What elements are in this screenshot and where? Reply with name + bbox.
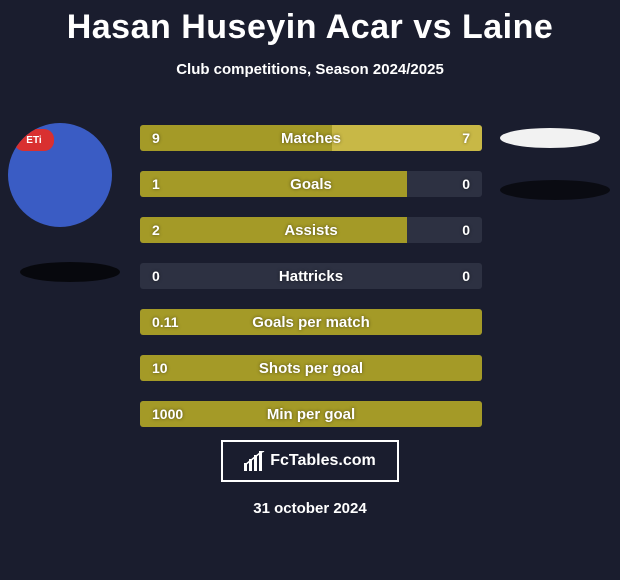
bar-label: Hattricks [140,263,482,289]
page-subtitle: Club competitions, Season 2024/2025 [0,61,620,78]
player-left-avatar: ETi [8,123,112,227]
bar-row: 9Matches7 [140,125,482,151]
footer-date: 31 october 2024 [0,500,620,517]
bar-label: Min per goal [140,401,482,427]
bar-value-right: 7 [462,125,470,151]
bar-row: 0.11Goals per match [140,309,482,335]
jersey-tag: ETi [14,129,54,151]
player-right-shadow [500,180,610,200]
comparison-bars: 9Matches71Goals02Assists00Hattricks00.11… [140,125,482,447]
bar-value-right: 0 [462,171,470,197]
player-right-placeholder [500,128,600,148]
bar-value-right: 0 [462,217,470,243]
logo-box: FcTables.com [221,440,399,482]
bar-row: 10Shots per goal [140,355,482,381]
bar-row: 1000Min per goal [140,401,482,427]
player-left-shadow [20,262,120,282]
bar-label: Matches [140,125,482,151]
bar-row: 1Goals0 [140,171,482,197]
chart-icon [244,451,266,471]
bar-label: Assists [140,217,482,243]
bar-value-right: 0 [462,263,470,289]
logo-text: FcTables.com [270,452,376,470]
bar-label: Goals [140,171,482,197]
bar-row: 2Assists0 [140,217,482,243]
bar-label: Goals per match [140,309,482,335]
bar-row: 0Hattricks0 [140,263,482,289]
bar-label: Shots per goal [140,355,482,381]
page-title: Hasan Huseyin Acar vs Laine [0,8,620,47]
